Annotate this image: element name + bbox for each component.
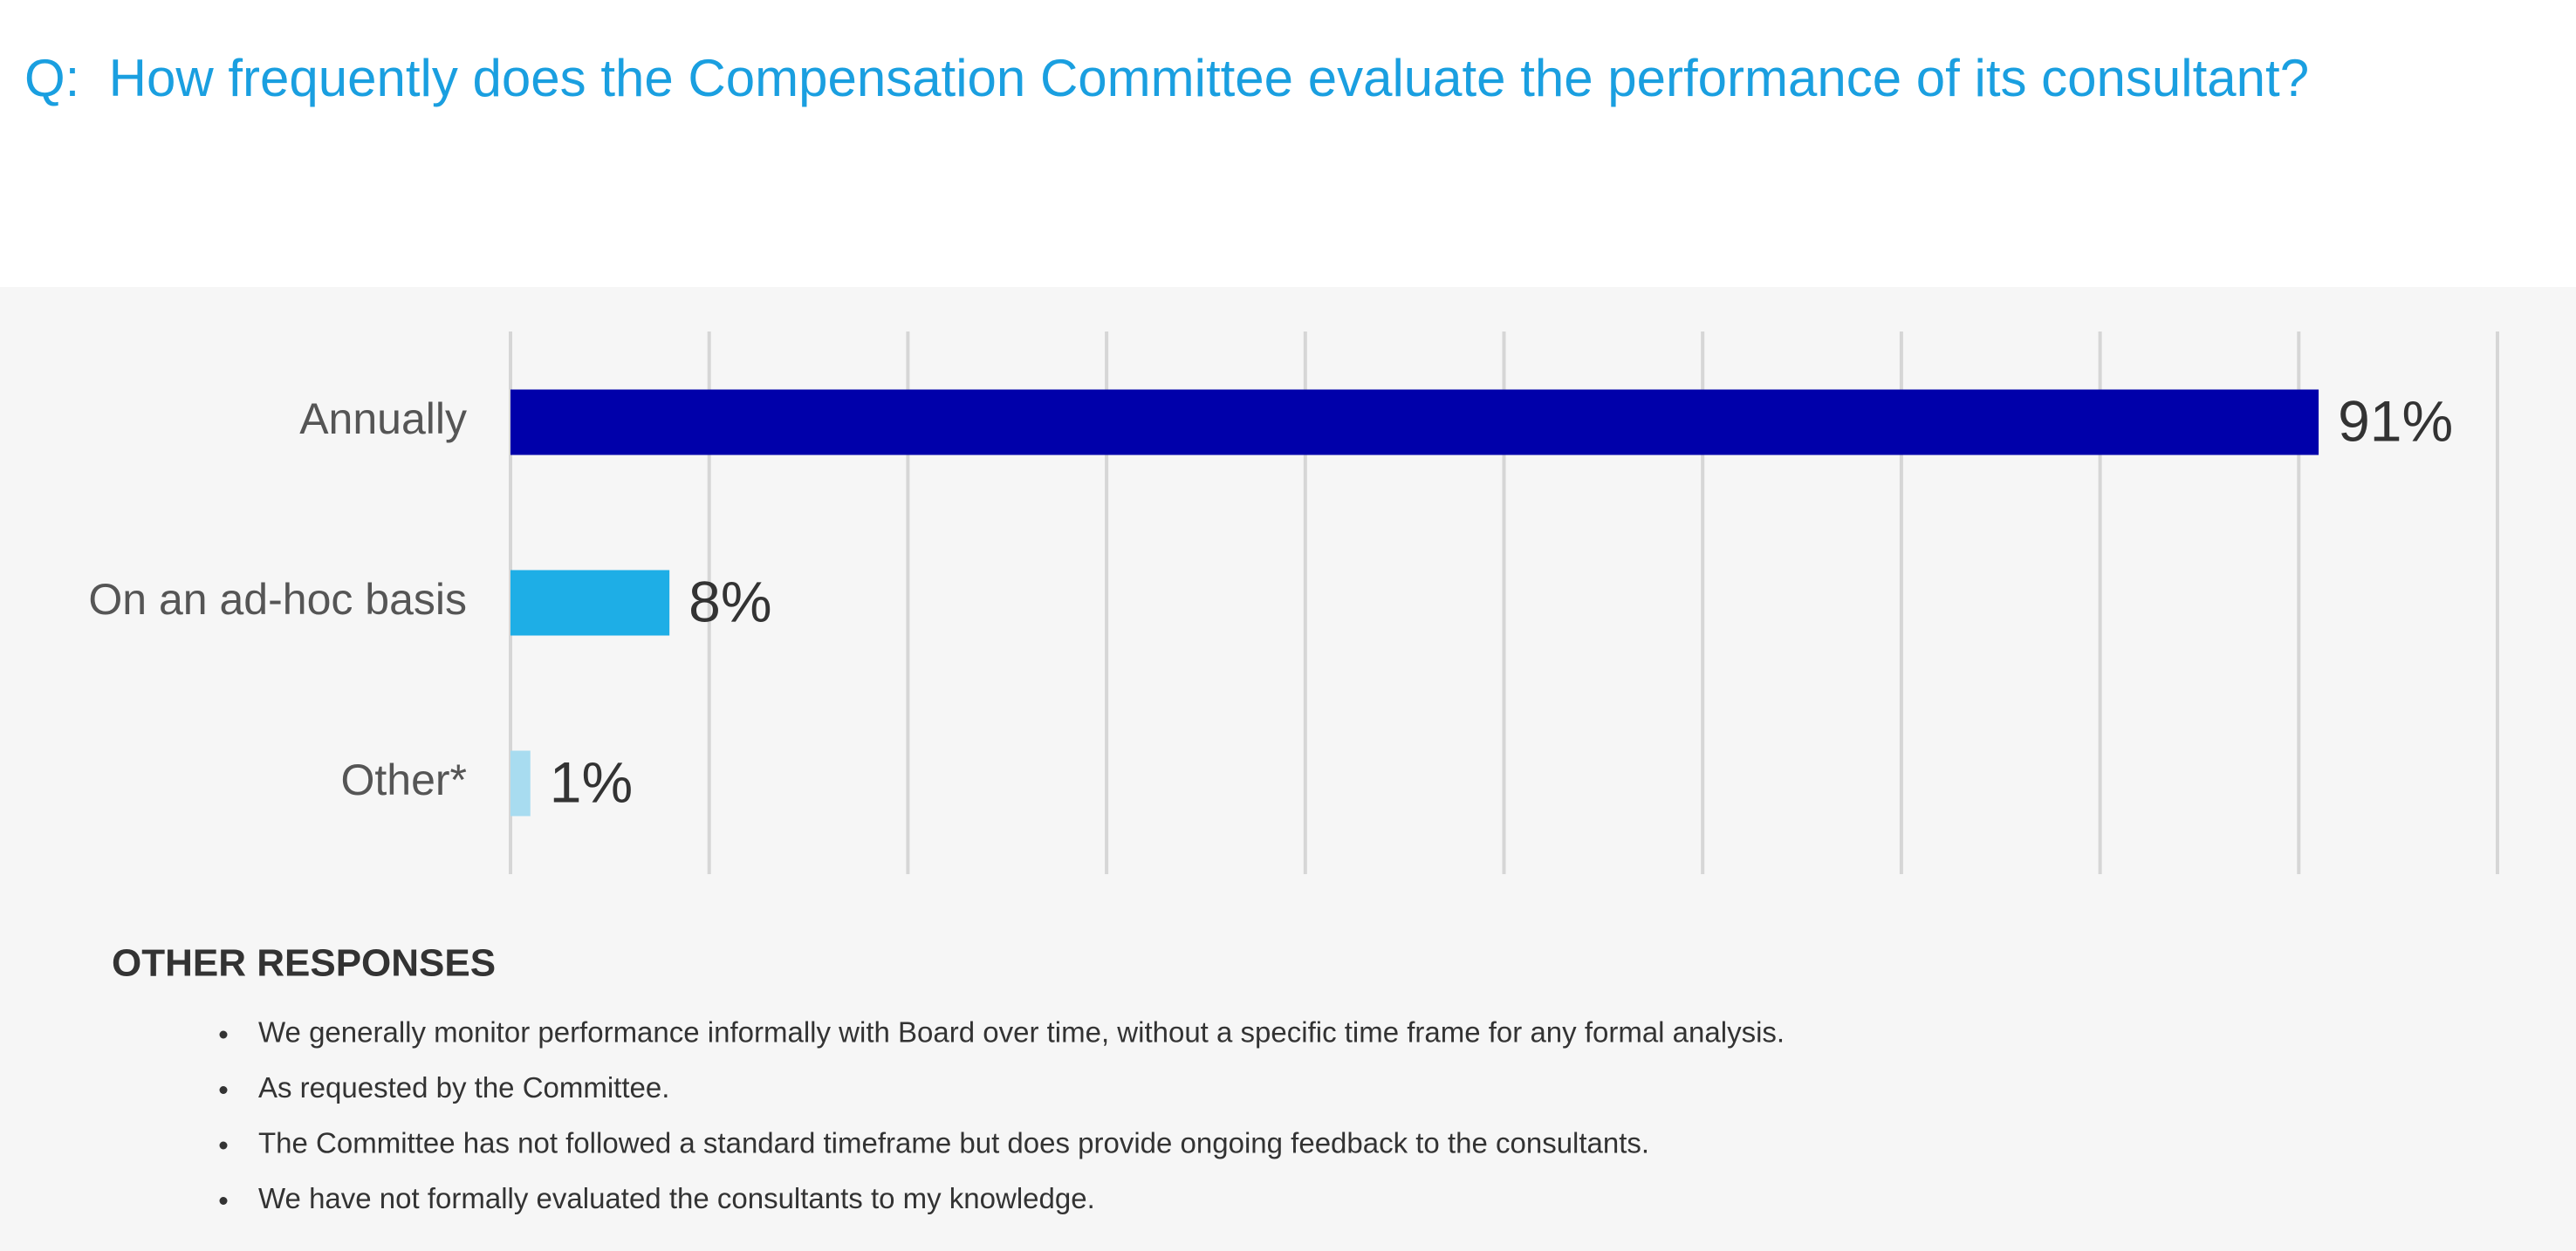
- bar: [510, 389, 2319, 455]
- value-label: 1%: [550, 749, 633, 814]
- chart-title: Q: How frequently does the Compensation …: [24, 49, 2309, 107]
- category-label: Other*: [340, 755, 467, 804]
- bar: [510, 570, 670, 636]
- category-label: Annually: [299, 394, 467, 443]
- response-item: As requested by the Committee.: [258, 1071, 669, 1104]
- response-item: We generally monitor performance informa…: [258, 1016, 1785, 1049]
- bullet: [219, 1197, 228, 1205]
- bar: [510, 750, 531, 817]
- bullet: [219, 1086, 228, 1094]
- category-label: On an ad-hoc basis: [88, 575, 467, 624]
- value-label: 91%: [2338, 388, 2453, 453]
- value-label: 8%: [689, 569, 771, 633]
- bullet: [219, 1141, 228, 1150]
- response-item: The Committee has not followed a standar…: [258, 1127, 1649, 1159]
- other-responses-heading: OTHER RESPONSES: [112, 942, 496, 985]
- response-item: We have not formally evaluated the consu…: [258, 1182, 1095, 1214]
- bullet: [219, 1030, 228, 1039]
